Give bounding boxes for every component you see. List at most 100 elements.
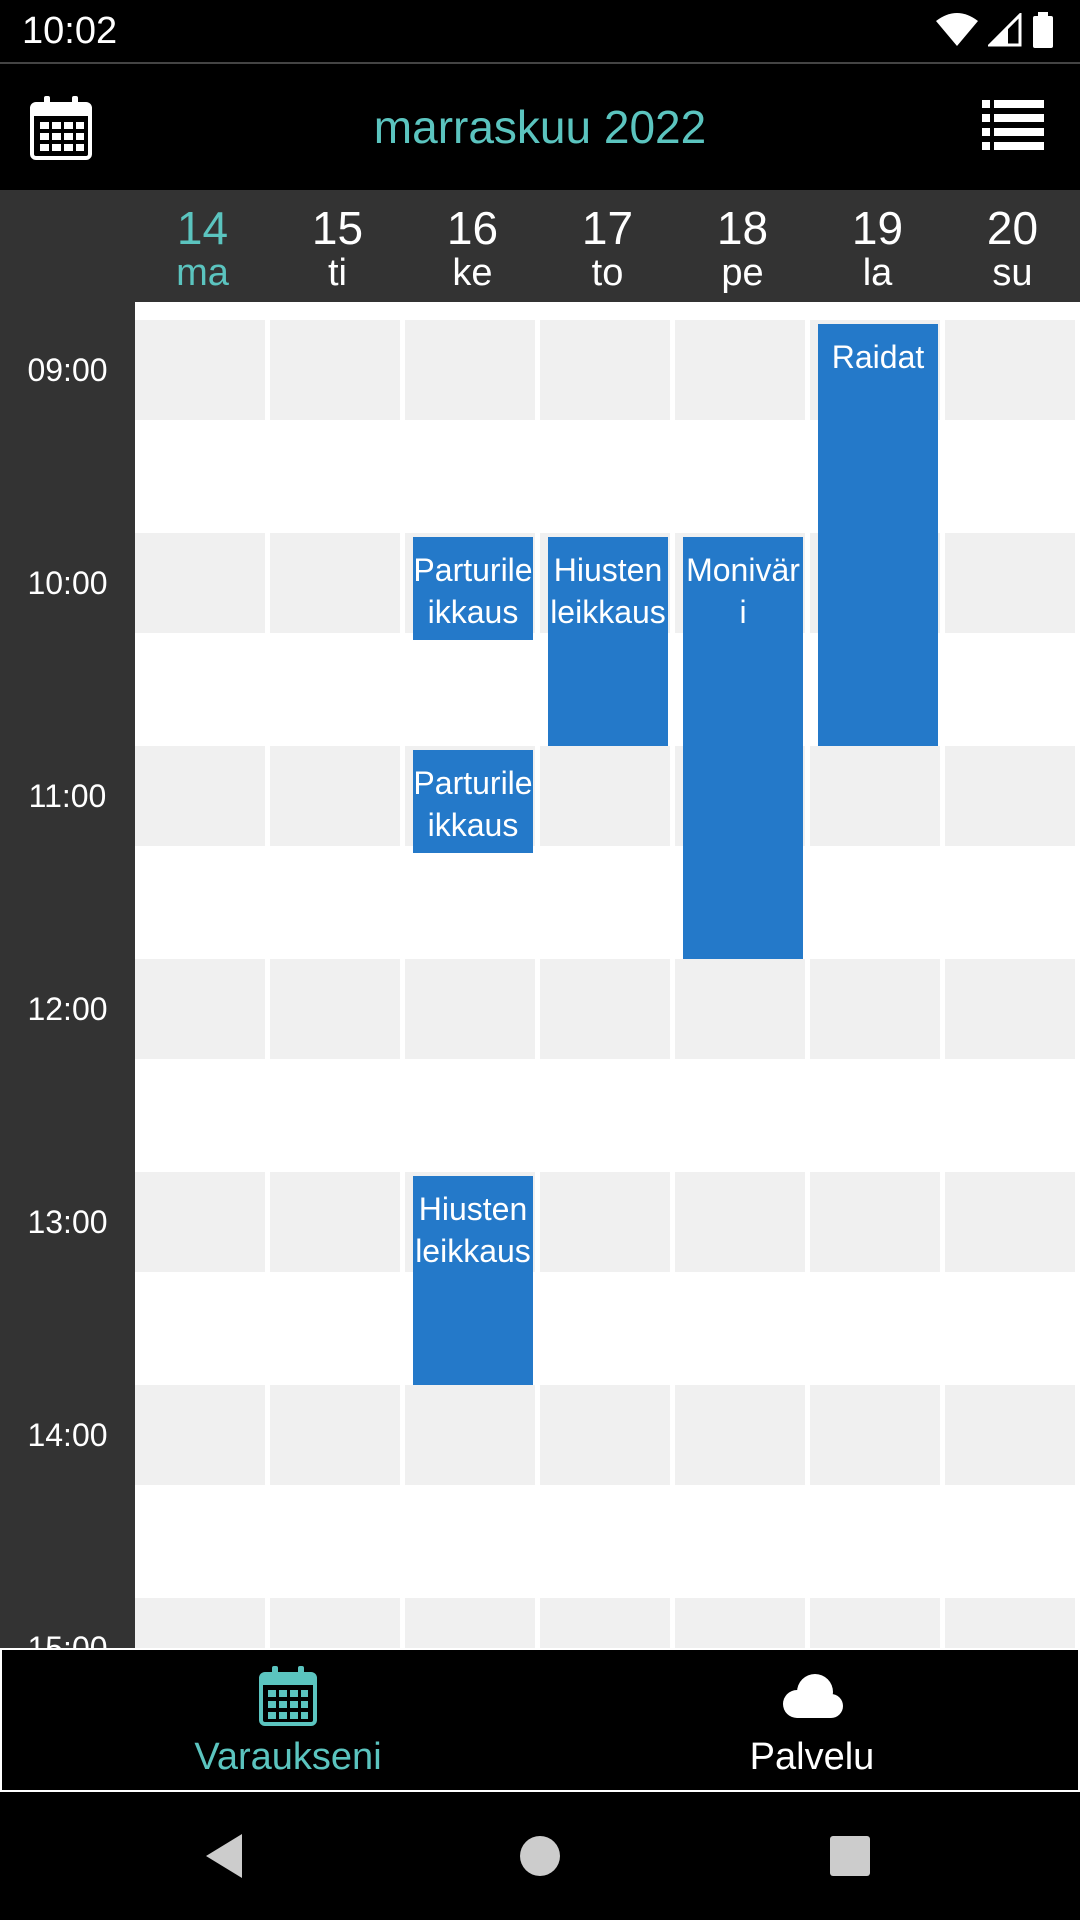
app-header: marraskuu 2022 (0, 64, 1080, 190)
time-label: 10:00 (27, 565, 108, 601)
time-slot[interactable] (945, 1598, 1075, 1648)
time-label: 12:00 (27, 991, 108, 1027)
time-slot[interactable] (540, 1172, 670, 1272)
time-slot[interactable] (675, 1385, 805, 1485)
time-slot[interactable] (810, 1172, 940, 1272)
time-label: 14:00 (27, 1417, 108, 1453)
home-icon[interactable] (510, 1826, 570, 1886)
time-slot[interactable] (135, 959, 265, 1059)
day-number: 17 (581, 202, 634, 254)
time-label: 15:00 (27, 1630, 108, 1648)
day-header-4[interactable]: 18 pe (675, 190, 810, 293)
day-number: 20 (986, 202, 1039, 254)
time-label: 13:00 (27, 1204, 108, 1240)
time-slot[interactable] (540, 1598, 670, 1648)
page-title: marraskuu 2022 (373, 101, 707, 153)
week-grid[interactable]: Parturileikkaus Hiusten leikkaus Moniväri R… (135, 302, 1080, 1648)
cloud-icon (783, 1674, 843, 1718)
time-slot[interactable] (540, 746, 670, 846)
time-slot[interactable] (945, 746, 1075, 846)
time-slot[interactable] (405, 1385, 535, 1485)
time-slot[interactable] (945, 533, 1075, 633)
time-slot[interactable] (135, 533, 265, 633)
nav-bookings[interactable]: Varaukseni (138, 1664, 438, 1780)
time-slot[interactable] (945, 320, 1075, 420)
time-label: 11:00 (28, 778, 107, 814)
time-slot[interactable] (675, 320, 805, 420)
day-number: 14 (176, 202, 229, 254)
wifi-icon (936, 13, 978, 46)
nav-service[interactable]: Palvelu (662, 1664, 962, 1780)
day-name: to (591, 252, 624, 294)
time-slot[interactable] (540, 1385, 670, 1485)
day-header-6[interactable]: 20 su (945, 190, 1080, 293)
time-slot[interactable] (810, 959, 940, 1059)
day-name: ma (176, 252, 229, 294)
day-number: 15 (311, 202, 364, 254)
time-slot[interactable] (270, 959, 400, 1059)
appointment-block[interactable]: Moniväri (683, 537, 803, 959)
back-icon[interactable] (196, 1826, 256, 1886)
time-slot[interactable] (135, 320, 265, 420)
time-slot[interactable] (270, 1385, 400, 1485)
bottom-nav: Varaukseni Palvelu (0, 1648, 1080, 1792)
nav-bookings-label: Varaukseni (194, 1736, 382, 1778)
time-slot[interactable] (270, 1172, 400, 1272)
appointment-block[interactable]: Hiusten leikkaus (548, 537, 668, 746)
recents-icon[interactable] (820, 1826, 880, 1886)
battery-icon (1033, 12, 1053, 48)
day-number: 18 (716, 202, 769, 254)
time-slot[interactable] (675, 959, 805, 1059)
time-slot[interactable] (270, 320, 400, 420)
day-number: 16 (446, 202, 499, 254)
time-slot[interactable] (810, 1385, 940, 1485)
appointment-block[interactable]: Hiusten leikkaus (413, 1176, 533, 1385)
calendar-icon (259, 1666, 317, 1726)
status-time: 10:02 (22, 10, 118, 52)
time-label: 09:00 (27, 352, 108, 388)
day-name: la (862, 252, 893, 294)
time-slot[interactable] (405, 1598, 535, 1648)
status-divider (0, 62, 1080, 64)
appointment-block[interactable]: Parturileikkaus (413, 750, 533, 853)
day-name: pe (721, 252, 764, 294)
day-name: ti (328, 252, 347, 294)
list-icon[interactable] (982, 98, 1044, 154)
day-header-5[interactable]: 19 la (810, 190, 945, 293)
day-header-1[interactable]: 15 ti (270, 190, 405, 293)
nav-service-label: Palvelu (749, 1736, 875, 1778)
day-name: su (992, 252, 1033, 294)
calendar-icon[interactable] (30, 94, 92, 160)
time-slot[interactable] (135, 1385, 265, 1485)
time-slot[interactable] (540, 959, 670, 1059)
signal-icon (988, 13, 1022, 47)
time-slot[interactable] (135, 1598, 265, 1648)
time-slot[interactable] (810, 746, 940, 846)
time-slot[interactable] (270, 533, 400, 633)
time-slot[interactable] (675, 1598, 805, 1648)
day-header: 14 ma 15 ti 16 ke 17 to 18 pe 19 la 20 su (0, 190, 1080, 302)
status-bar: 10:02 (0, 0, 1080, 62)
day-header-3[interactable]: 17 to (540, 190, 675, 293)
time-slot[interactable] (540, 320, 670, 420)
system-nav-bar (0, 1792, 1080, 1920)
time-slot[interactable] (405, 320, 535, 420)
status-icons (936, 12, 1054, 48)
time-slot[interactable] (675, 1172, 805, 1272)
time-slot[interactable] (945, 1172, 1075, 1272)
appointment-block[interactable]: Raidat (818, 324, 938, 746)
time-slot[interactable] (945, 959, 1075, 1059)
time-column: 09:00 10:00 11:00 12:00 13:00 14:00 15:00 (0, 302, 135, 1648)
time-slot[interactable] (810, 1598, 940, 1648)
time-slot[interactable] (270, 1598, 400, 1648)
day-header-2[interactable]: 16 ke (405, 190, 540, 293)
time-slot[interactable] (405, 959, 535, 1059)
day-header-0[interactable]: 14 ma (135, 190, 270, 293)
day-name: ke (452, 252, 493, 294)
time-slot[interactable] (135, 1172, 265, 1272)
day-number: 19 (851, 202, 904, 254)
time-slot[interactable] (945, 1385, 1075, 1485)
appointment-block[interactable]: Parturileikkaus (413, 537, 533, 640)
time-slot[interactable] (135, 746, 265, 846)
time-slot[interactable] (270, 746, 400, 846)
